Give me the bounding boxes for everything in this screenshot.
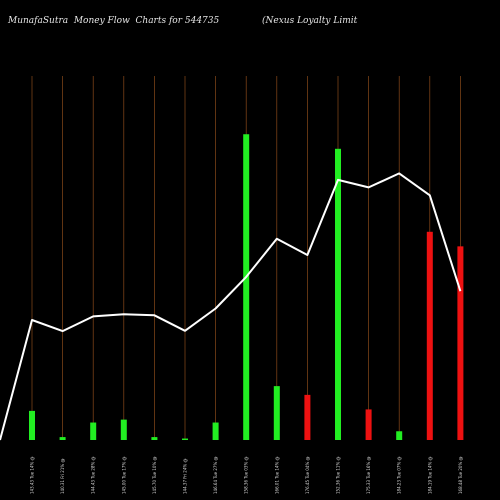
money-flow-bar	[120, 419, 127, 440]
money-flow-bar	[304, 394, 311, 440]
x-tick-label: 152.36 Tue 11% @	[336, 456, 341, 494]
x-tick-label: 166.01 Tue 14% @	[274, 456, 279, 494]
x-tick-label: 145.70 Tue 10% @	[152, 456, 157, 494]
x-tick-label: 143.43 Tue 14% @	[30, 456, 35, 494]
x-tick-label: 168.48 Tue 20% @	[458, 456, 463, 494]
money-flow-bar	[396, 431, 403, 440]
money-flow-bar	[59, 437, 66, 440]
x-tick-label: 140.31 Fri 21% @	[60, 459, 65, 494]
x-tick-label: 184.23 Tue 07% @	[397, 456, 402, 494]
money-flow-bar	[212, 422, 219, 440]
money-flow-bar	[243, 134, 250, 441]
money-flow-bar	[29, 410, 35, 440]
money-flow-bar	[273, 386, 280, 440]
x-tick-label: 146.64 Tue 27% @	[213, 456, 218, 494]
money-flow-bar	[457, 246, 464, 440]
x-tick-label: 144.43 Tue 28% @	[91, 456, 96, 494]
money-flow-bar	[151, 437, 158, 440]
money-flow-bar	[365, 409, 372, 440]
x-tick-label: 176.45 Tue 04% @	[305, 456, 310, 494]
x-tick-label: 145.00 Tue 17% @	[121, 456, 126, 494]
x-tick-label: 158.36 Tue 03% @	[244, 456, 249, 494]
money-flow-bar	[182, 438, 188, 440]
money-flow-bar	[426, 231, 433, 440]
x-tick-label: 175.33 Tue 16% @	[366, 456, 371, 494]
money-flow-bar	[90, 422, 97, 440]
price-line	[0, 172, 462, 441]
money-flow-bar	[335, 148, 341, 441]
x-tick-label: 144.37 Fri 24% @	[183, 459, 188, 494]
x-tick-label: 184.19 Tue 14% @	[427, 456, 432, 494]
chart-title: MunafaSutra Money Flow Charts for 544735	[8, 16, 220, 26]
chart-subtitle: (Nexus Loyalty Limit	[262, 16, 358, 26]
